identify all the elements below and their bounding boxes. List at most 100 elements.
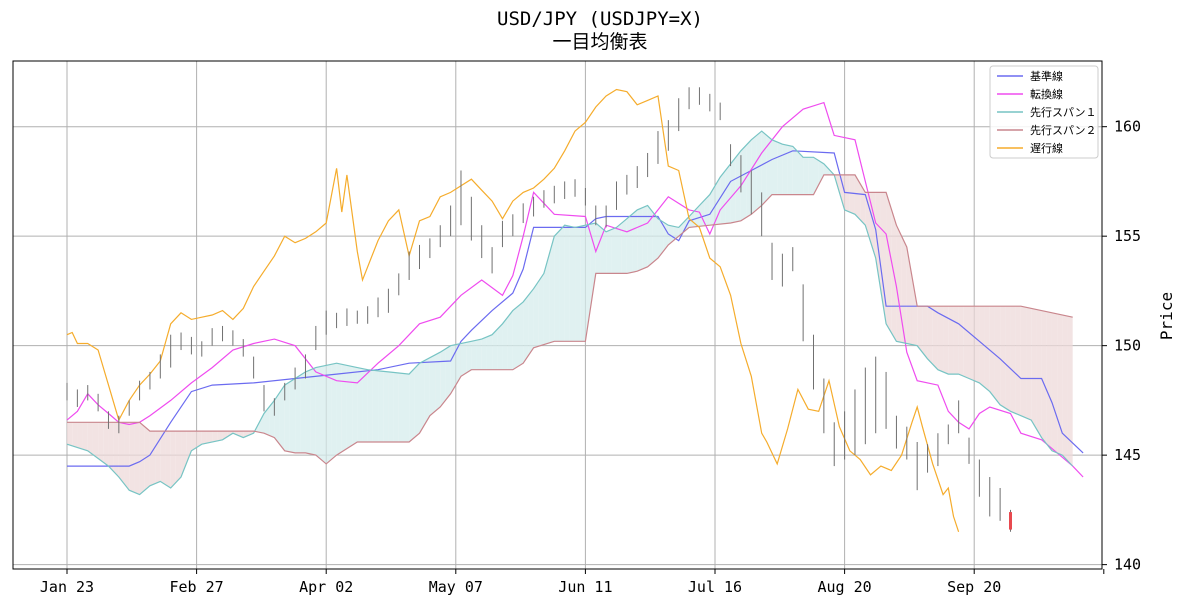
cloud-segment — [689, 210, 695, 228]
cloud-segment — [367, 369, 373, 442]
cloud-segment — [756, 131, 762, 210]
y-tick-label: 160 — [1114, 118, 1141, 136]
cloud-segment — [657, 218, 664, 259]
cloud-segment — [72, 422, 78, 448]
cloud-segment — [901, 236, 907, 344]
cloud-segment — [766, 135, 773, 201]
cloud-segment — [160, 431, 166, 485]
cloud-segment — [632, 209, 638, 273]
cloud-segment — [310, 367, 316, 456]
cloud-segment — [1036, 309, 1042, 438]
cloud-segment — [797, 151, 804, 195]
cloud-segment — [663, 221, 669, 252]
cloud-segment — [943, 306, 949, 375]
cloud-segment — [424, 357, 430, 425]
cloud-segment — [222, 431, 228, 440]
price-candles — [66, 87, 1012, 532]
cloud-segment — [440, 348, 446, 407]
cloud-segment — [792, 146, 798, 195]
cloud-segment — [569, 226, 576, 342]
cloud-segment — [709, 185, 715, 226]
cloud-segment — [637, 207, 643, 272]
chart-subtitle: 一目均衡表 — [552, 31, 648, 53]
cloud-segment — [927, 306, 933, 365]
cloud-segment — [170, 431, 176, 488]
cloud-segment — [1062, 315, 1068, 461]
cloud-segment — [134, 422, 140, 495]
cloud-segment — [346, 365, 353, 449]
cloud-segment — [642, 205, 648, 270]
cloud-segment — [124, 422, 130, 491]
cloud-segment — [595, 223, 601, 274]
cloud-segment — [1041, 310, 1047, 445]
y-tick-label: 155 — [1114, 227, 1141, 245]
legend-label: 基準線 — [1030, 69, 1063, 83]
series-line-1 — [67, 150, 1084, 467]
series-line-3 — [66, 130, 1074, 496]
cloud-segment — [994, 306, 1001, 405]
cloud-segment — [549, 236, 555, 343]
cloud-segment — [896, 225, 902, 343]
cloud-segment — [331, 363, 337, 460]
cloud-segment — [911, 276, 918, 346]
cloud-segment — [969, 306, 975, 381]
cloud-segment — [191, 431, 197, 451]
cloud-segment — [393, 372, 399, 442]
cloud-segment — [129, 422, 135, 493]
cloud-segment — [466, 341, 472, 374]
cloud-segment — [1046, 311, 1052, 451]
cloud-segment — [341, 364, 347, 452]
cloud-segment — [886, 192, 892, 333]
cloud-segment — [77, 422, 83, 450]
cloud-segment — [818, 160, 824, 185]
cloud-segment — [362, 368, 368, 442]
x-tick-label: Feb 27 — [170, 578, 224, 596]
cloud-segment — [258, 413, 264, 434]
cloud-segment — [1026, 307, 1032, 421]
cloud-segment — [476, 339, 482, 370]
cloud-segment — [419, 360, 425, 434]
cloud-segment — [590, 223, 596, 308]
cloud-segment — [922, 306, 928, 359]
cloud-segment — [528, 288, 534, 356]
cloud-segment — [455, 343, 461, 386]
cloud-segment — [144, 426, 150, 491]
cloud-segment — [1015, 306, 1021, 416]
y-tick-label: 150 — [1114, 337, 1141, 355]
cloud-segment — [652, 212, 658, 263]
cloud-segment — [352, 366, 358, 446]
cloud-segment — [611, 227, 617, 274]
cloud-segment — [735, 150, 741, 222]
cloud-segment — [948, 306, 954, 375]
cloud-segment — [269, 400, 275, 438]
cloud-segment — [108, 422, 114, 472]
chart-title: USD/JPY (USDJPY=X) — [497, 8, 703, 30]
cloud-segment — [813, 157, 819, 195]
cloud-segment — [880, 192, 887, 324]
cloud-segment — [326, 364, 332, 464]
x-tick-label: Sep 20 — [947, 578, 1001, 596]
cloud-segment — [98, 422, 104, 463]
cloud-segment — [357, 367, 363, 442]
cloud-segment — [243, 431, 249, 438]
cloud-segment — [849, 174, 855, 215]
cloud-segment — [238, 431, 244, 438]
cloud-segment — [321, 365, 327, 464]
cloud-segment — [165, 431, 171, 488]
cloud-segment — [854, 174, 861, 220]
cloud-segment — [974, 306, 980, 383]
cloud-segment — [787, 145, 793, 195]
cloud-segment — [963, 306, 970, 379]
x-tick-label: Jan 23 — [40, 578, 94, 596]
cloud-segment — [186, 431, 192, 464]
cloud-segment — [409, 368, 415, 442]
cloud-segment — [414, 363, 420, 438]
cloud-segment — [917, 306, 923, 353]
cloud-segment — [725, 163, 731, 224]
cloud-segment — [289, 378, 296, 453]
cloud-segment — [1057, 313, 1063, 456]
cloud-segment — [206, 431, 213, 444]
legend-label: 先行スパン２ — [1030, 124, 1097, 137]
cloud-segment — [139, 422, 145, 495]
